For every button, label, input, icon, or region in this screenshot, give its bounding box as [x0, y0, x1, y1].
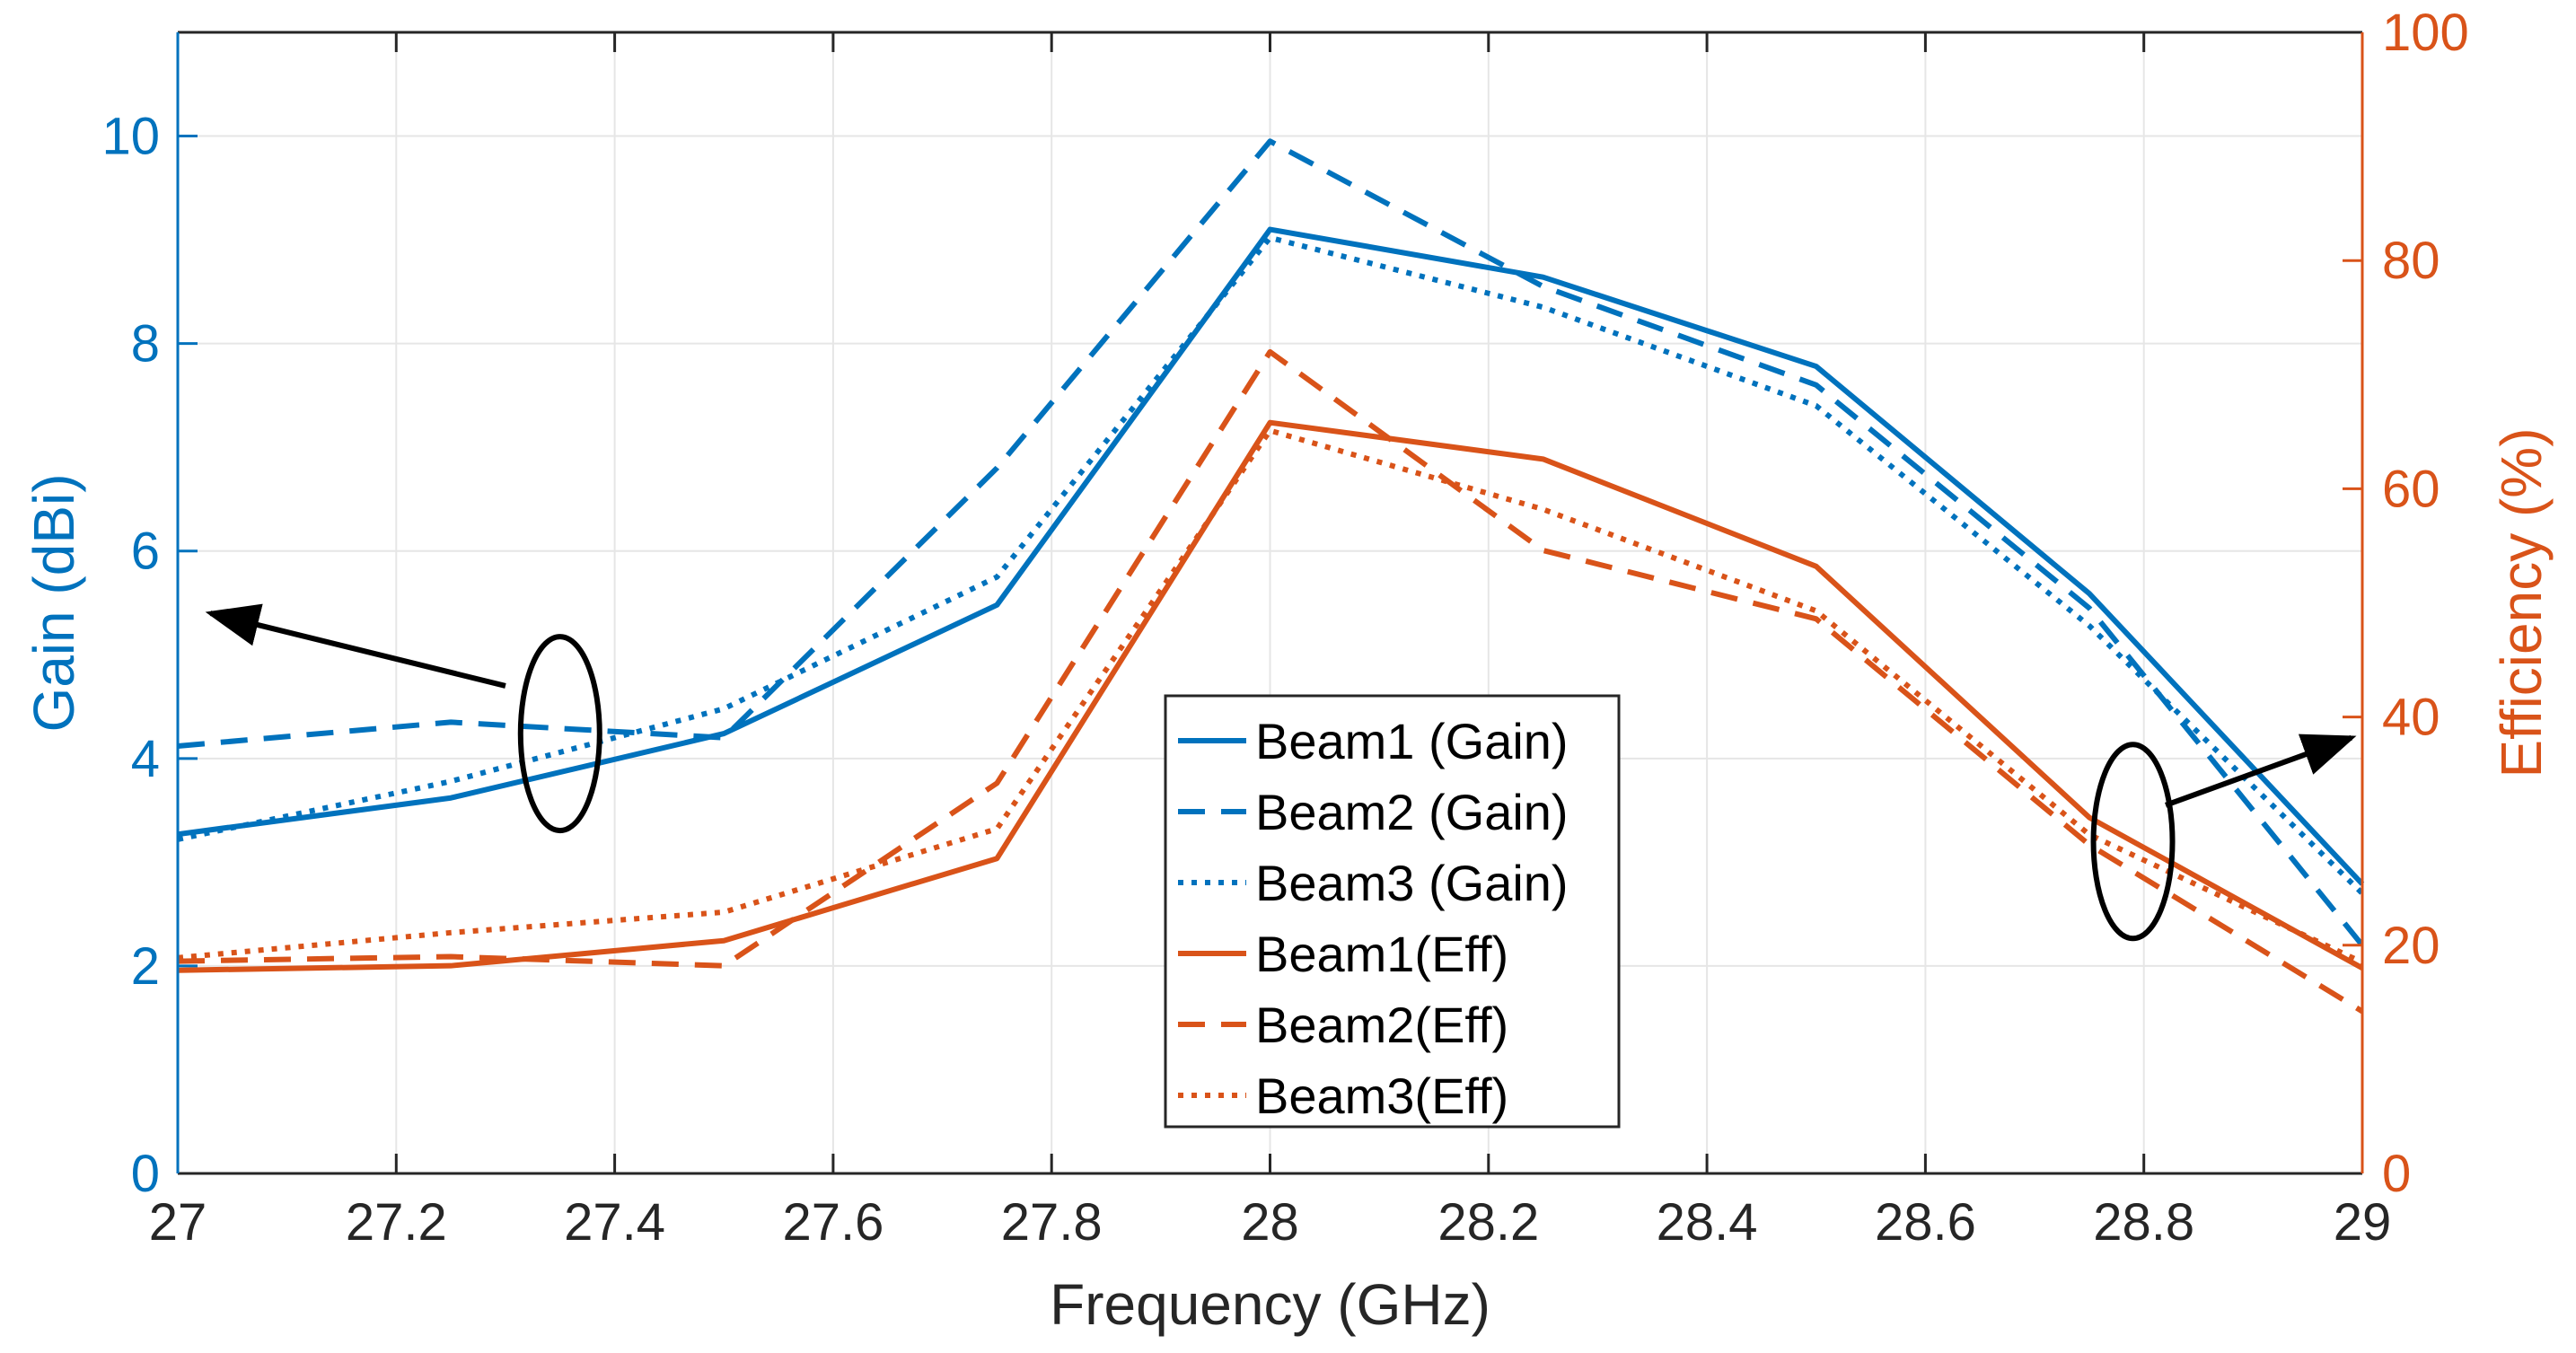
- legend-label-4: Beam1(Eff): [1255, 926, 1508, 982]
- x-tick-label: 27.6: [782, 1193, 884, 1252]
- x-tick-label: 29: [2334, 1193, 2392, 1252]
- y-left-tick-label: 2: [131, 937, 160, 996]
- x-tick-label: 27.2: [346, 1193, 447, 1252]
- efficiency-group-arrow: [2165, 734, 2357, 808]
- y-right-tick-label: 100: [2382, 4, 2469, 62]
- x-tick-label: 28: [1241, 1193, 1299, 1252]
- legend-label-6: Beam3(Eff): [1255, 1067, 1508, 1124]
- annotations: [205, 603, 2357, 942]
- y-left-tick-label: 10: [101, 108, 160, 166]
- y-right-tick-label: 40: [2382, 689, 2440, 747]
- y-left-tick-label: 0: [131, 1145, 160, 1203]
- y-left-tick-label: 6: [131, 523, 160, 581]
- x-tick-label: 27: [149, 1193, 207, 1252]
- y-right-tick-label: 20: [2382, 917, 2440, 975]
- y-right-tick-label: 0: [2382, 1145, 2411, 1203]
- series-line-beam1-gain: [177, 226, 2365, 886]
- efficiency-group-ellipse: [2090, 742, 2176, 942]
- series-line-beam3-eff: [177, 427, 2364, 965]
- series-line-beam2-eff: [177, 348, 2364, 1015]
- x-tick-label: 27.8: [1001, 1193, 1103, 1252]
- x-tick-label: 27.4: [564, 1193, 665, 1252]
- legend-label-3: Beam3 (Gain): [1255, 855, 1569, 911]
- legend-label-2: Beam2 (Gain): [1255, 784, 1569, 840]
- x-tick-label: 28.2: [1437, 1193, 1539, 1252]
- y-left-tick-label: 8: [131, 315, 160, 373]
- gain-group-ellipse: [517, 634, 602, 834]
- y-right-tick-label: 60: [2382, 460, 2440, 518]
- series-line-beam2-gain: [177, 138, 2365, 947]
- y-axis-left-label: Gain (dBi): [22, 473, 86, 732]
- legend-box: [1164, 694, 1621, 1129]
- x-tick-label: 28.4: [1657, 1193, 1758, 1252]
- legend-label-1: Beam1 (Gain): [1255, 713, 1569, 769]
- gain-group-arrow: [205, 603, 506, 689]
- legend-label-5: Beam2(Eff): [1255, 997, 1508, 1053]
- y-right-tick-label: 80: [2382, 232, 2440, 290]
- axes: 27 27.2 27.4 27.6 27.8 28 28.2 28.4 28.6 28.8 2902…: [101, 4, 2468, 1252]
- x-tick-label: 28.8: [2093, 1193, 2194, 1252]
- y-left-tick-label: 4: [131, 730, 160, 788]
- y-axis-right-label: Efficiency (%): [2489, 427, 2554, 778]
- legend: Beam1 (Gain) Beam2 (Gain) Beam3 (Gain) Beam…: [1164, 694, 1621, 1129]
- series-lines: [177, 138, 2365, 1015]
- series-line-beam3-gain: [177, 234, 2365, 896]
- x-tick-label: 28.6: [1875, 1193, 1976, 1252]
- x-axis-label: Frequency (GHz): [1050, 1272, 1490, 1337]
